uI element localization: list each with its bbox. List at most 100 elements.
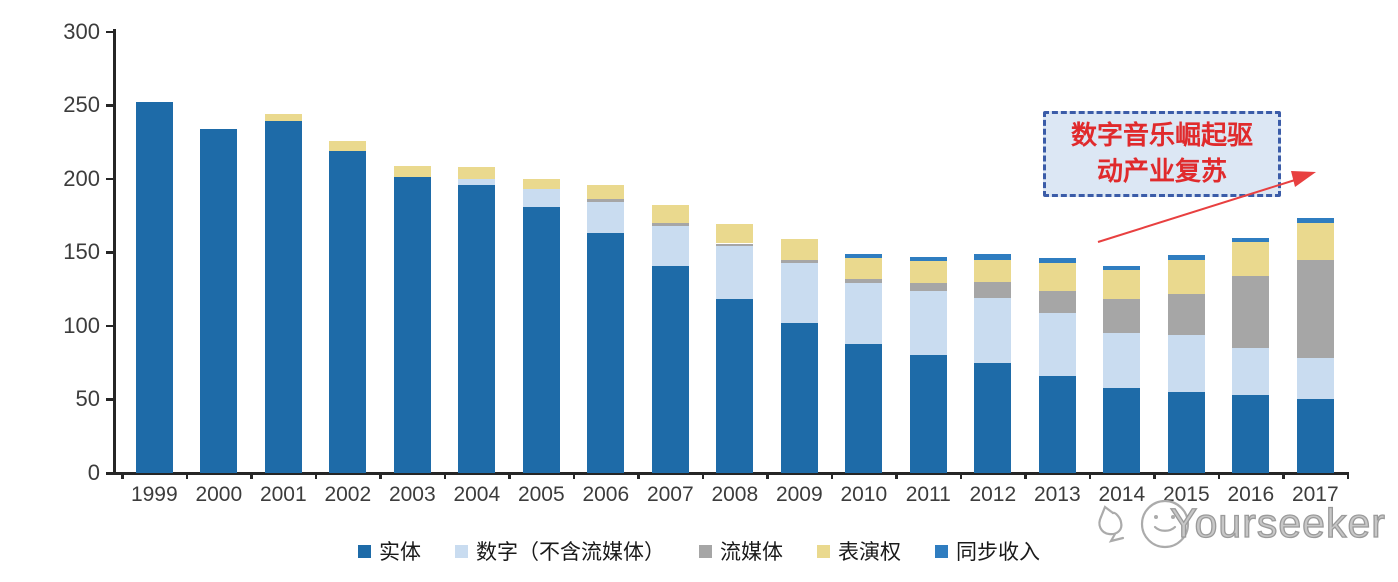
legend: 实体 数字（不含流媒体） 流媒体 表演权 同步收入 [0,536,1398,566]
annotation-text-line2: 动产业复苏 [1096,157,1227,186]
bar-segment-2017 [1296,399,1334,473]
bar-segment-2005 [522,189,560,207]
bar-segment-2015 [1167,334,1205,393]
bar-segment-2008 [716,299,754,473]
x-axis-label-2003: 2003 [388,483,436,506]
bar-segment-2003 [393,177,431,473]
bar-segment-2007 [651,205,689,223]
y-axis-tick [106,177,113,181]
bar-segment-2015 [1167,255,1205,260]
bar-segment-2010 [845,278,883,284]
x-axis-tick [959,473,963,479]
x-axis-label-2014: 2014 [1098,483,1146,506]
bar-segment-2010 [845,343,883,473]
y-axis-tick-label: 150 [63,239,100,265]
bar-segment-2011 [909,355,947,473]
x-axis-label-1999: 1999 [130,483,178,506]
x-axis-tick [830,473,834,479]
bar-segment-2012 [974,297,1012,363]
x-axis-label-2009: 2009 [775,483,823,506]
bar-segment-2002 [329,140,367,151]
legend-label: 同步收入 [956,540,1040,564]
y-axis-tick [106,398,113,401]
bar-segment-2007 [651,225,689,266]
bar-segment-2017 [1296,222,1334,260]
legend-swatch-icon [935,544,948,558]
bar-segment-2009 [780,239,818,260]
bar-segment-2009 [780,262,818,323]
x-axis-label-2000: 2000 [195,483,243,506]
x-axis-tick [443,473,447,479]
x-axis-label-2006: 2006 [582,483,630,506]
x-axis-tick [1024,473,1027,479]
x-axis-label-2007: 2007 [646,483,694,506]
x-axis-label-2001: 2001 [259,483,307,506]
bar-segment-2012 [974,362,1012,473]
bar-segment-2013 [1038,312,1076,376]
x-axis-tick [701,473,705,479]
bar-segment-2014 [1103,387,1141,473]
y-axis-tick [106,104,113,107]
x-axis-tick [637,473,640,479]
x-axis-label-2005: 2005 [517,483,565,506]
x-axis-tick [1217,473,1221,479]
bar-segment-2007 [651,265,689,473]
y-axis-tick-label: 300 [63,18,100,44]
bar-segment-2017 [1296,218,1334,223]
x-axis-label-2004: 2004 [453,483,501,506]
bar-segment-2009 [780,322,818,473]
bar-segment-2015 [1167,259,1205,294]
bar-segment-2014 [1103,299,1141,334]
bar-segment-2013 [1038,262,1076,291]
bar-segment-2005 [522,178,560,190]
legend-label: 数字（不含流媒体） [476,540,665,564]
bar-segment-2011 [909,261,947,284]
x-axis-label-2002: 2002 [324,483,372,506]
bar-segment-1999 [135,102,173,473]
bar-segment-2004 [458,167,496,179]
x-axis-tick [1346,473,1350,479]
y-axis-line [113,29,116,474]
y-axis-tick [106,324,113,328]
x-axis-tick [766,473,769,479]
legend-item: 表演权 [817,536,901,566]
bar-segment-2011 [909,290,947,356]
bar-segment-2005 [522,206,560,473]
x-axis-tick [1088,473,1092,479]
legend-label: 表演权 [838,540,901,564]
y-axis-tick-label: 250 [63,92,100,118]
bar-segment-2015 [1167,392,1205,473]
y-axis-tick-label: 50 [75,386,100,412]
x-axis-tick [379,473,382,479]
bar-segment-2008 [716,224,754,244]
x-axis-tick [250,473,253,479]
x-axis-label-2012: 2012 [969,483,1017,506]
legend-swatch-icon [817,544,830,558]
bar-segment-2002 [329,150,367,473]
legend-item: 流媒体 [699,536,783,566]
annotation-text-line1: 数字音乐崛起驱 [1070,121,1253,150]
bar-segment-2006 [587,184,625,200]
x-axis-label-2017: 2017 [1291,483,1339,506]
x-axis-tick [1153,473,1156,479]
bar-segment-2012 [974,259,1012,282]
x-axis-tick [121,473,124,479]
bar-segment-2001 [264,121,302,473]
bar-segment-2013 [1038,290,1076,313]
bar-segment-2006 [587,199,625,203]
bar-segment-2010 [845,253,883,259]
yourseeker-logo-icon [1098,499,1190,549]
bar-segment-2016 [1232,395,1270,473]
bar-segment-2013 [1038,258,1076,263]
bar-segment-2015 [1167,293,1205,335]
bar-segment-2017 [1296,358,1334,400]
bar-segment-2014 [1103,265,1141,270]
legend-label: 实体 [379,540,421,564]
bar-segment-2016 [1232,347,1270,396]
x-axis-tick [572,473,576,479]
bar-segment-2008 [716,243,754,247]
x-axis-label-2013: 2013 [1033,483,1081,506]
legend-label: 流媒体 [720,540,783,564]
y-axis-tick [106,251,113,254]
